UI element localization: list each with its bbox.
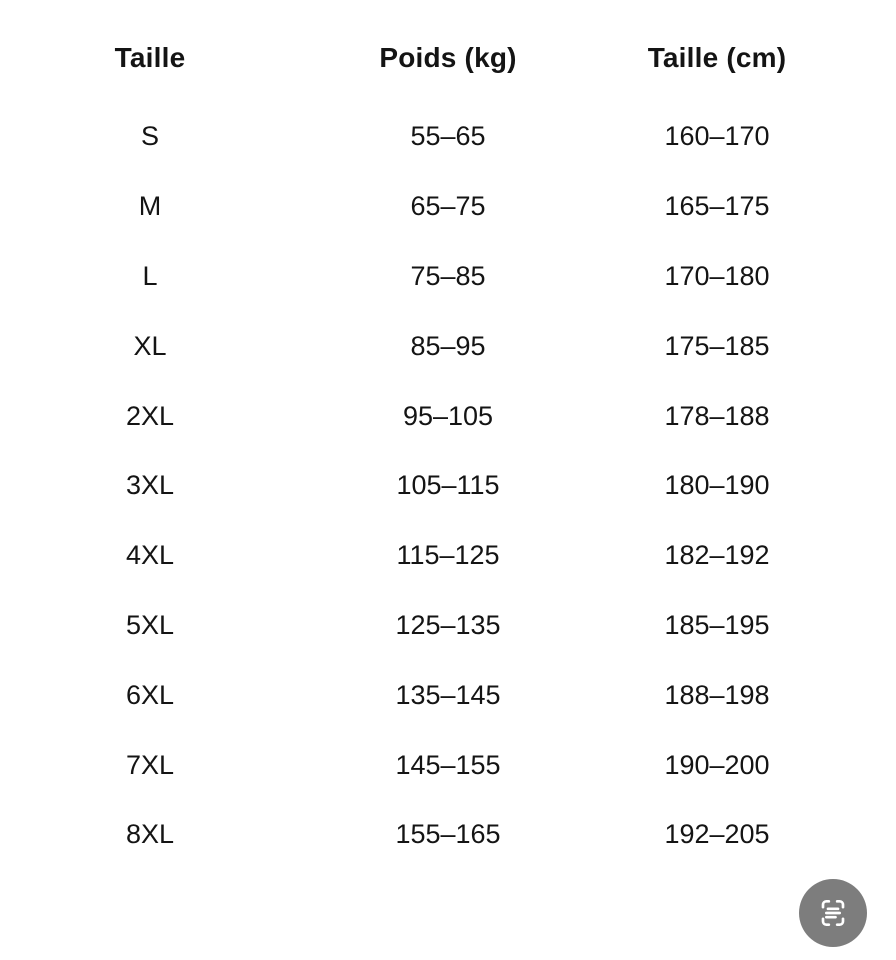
height-cell: 165–175 xyxy=(664,191,770,222)
table-header-row: Taille Poids (kg) Taille (cm) xyxy=(0,28,838,88)
weight-cell: 95–105 xyxy=(402,400,494,431)
table-row: 2XL 95–105 178–188 xyxy=(0,381,838,451)
table-row: 4XL 115–125 182–192 xyxy=(0,521,838,591)
header-size: Taille xyxy=(114,42,186,73)
height-cell: 185–195 xyxy=(664,609,770,640)
weight-cell: 135–145 xyxy=(395,679,501,710)
table-row: 6XL 135–145 188–198 xyxy=(0,660,838,730)
weight-cell: 155–165 xyxy=(395,819,501,850)
table-row: M 65–75 165–175 xyxy=(0,172,838,242)
weight-cell: 65–75 xyxy=(410,191,486,222)
scan-text-button[interactable] xyxy=(799,879,867,947)
size-cell: 7XL xyxy=(125,749,175,780)
size-cell: 6XL xyxy=(125,679,175,710)
height-cell: 175–185 xyxy=(664,330,770,361)
height-cell: 170–180 xyxy=(664,260,770,291)
height-cell: 178–188 xyxy=(664,400,770,431)
weight-cell: 105–115 xyxy=(396,470,500,501)
height-cell: 182–192 xyxy=(664,540,770,571)
table-row: 3XL 105–115 180–190 xyxy=(0,451,838,521)
header-height-cm: Taille (cm) xyxy=(647,42,787,73)
size-cell: 5XL xyxy=(125,609,175,640)
weight-cell: 145–155 xyxy=(395,749,501,780)
table-row: S 55–65 160–170 xyxy=(0,102,838,172)
size-cell: 4XL xyxy=(125,540,175,571)
weight-cell: 125–135 xyxy=(395,609,501,640)
height-cell: 190–200 xyxy=(664,749,770,780)
height-cell: 180–190 xyxy=(664,470,770,501)
size-cell: XL xyxy=(133,330,167,361)
table-body: S 55–65 160–170 M 65–75 165–175 L 75–85 170–180 X… xyxy=(0,102,838,870)
weight-cell: 55–65 xyxy=(410,121,486,152)
table-row: L 75–85 170–180 xyxy=(0,242,838,312)
size-cell: M xyxy=(138,191,162,222)
weight-cell: 115–125 xyxy=(396,540,500,571)
height-cell: 188–198 xyxy=(664,679,770,710)
height-cell: 160–170 xyxy=(664,121,770,152)
weight-cell: 85–95 xyxy=(410,330,486,361)
table-row: 8XL 155–165 192–205 xyxy=(0,800,838,870)
table-row: 5XL 125–135 185–195 xyxy=(0,591,838,661)
size-cell: 2XL xyxy=(125,400,175,431)
size-chart-table: Taille Poids (kg) Taille (cm) S 55–65 160–… xyxy=(0,28,838,870)
size-cell: L xyxy=(142,260,158,291)
size-cell: 3XL xyxy=(125,470,175,501)
table-row: 7XL 145–155 190–200 xyxy=(0,730,838,800)
header-weight-kg: Poids (kg) xyxy=(379,42,517,73)
size-cell: 8XL xyxy=(125,819,175,850)
scan-text-icon xyxy=(813,893,853,933)
size-cell: S xyxy=(140,121,159,152)
weight-cell: 75–85 xyxy=(410,260,486,291)
height-cell: 192–205 xyxy=(664,819,770,850)
table-row: XL 85–95 175–185 xyxy=(0,311,838,381)
